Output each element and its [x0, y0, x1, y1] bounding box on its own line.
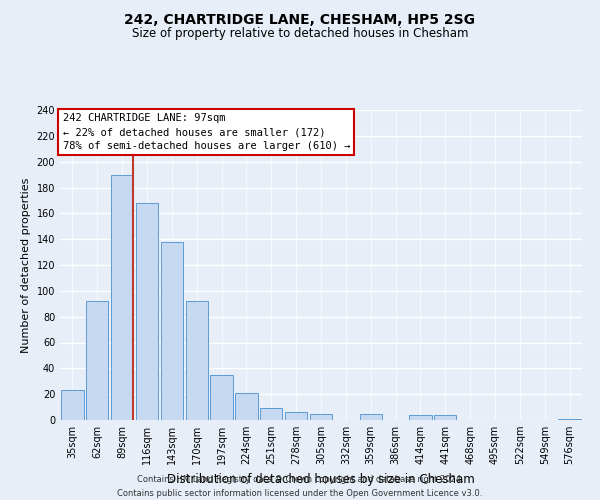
Bar	[409, 415, 431, 420]
Bar	[434, 415, 457, 420]
Bar	[559, 418, 581, 420]
Text: 242 CHARTRIDGE LANE: 97sqm
← 22% of detached houses are smaller (172)
78% of sem: 242 CHARTRIDGE LANE: 97sqm ← 22% of deta…	[62, 113, 350, 151]
Bar	[61, 390, 83, 420]
X-axis label: Distribution of detached houses by size in Chesham: Distribution of detached houses by size …	[167, 472, 475, 486]
Bar	[136, 203, 158, 420]
Y-axis label: Number of detached properties: Number of detached properties	[21, 178, 31, 352]
Bar	[111, 174, 133, 420]
Bar	[211, 375, 233, 420]
Bar	[310, 414, 332, 420]
Bar	[260, 408, 283, 420]
Bar	[235, 393, 257, 420]
Text: Contains HM Land Registry data © Crown copyright and database right 2024.
Contai: Contains HM Land Registry data © Crown c…	[118, 476, 482, 498]
Bar	[86, 301, 109, 420]
Bar	[285, 412, 307, 420]
Text: 242, CHARTRIDGE LANE, CHESHAM, HP5 2SG: 242, CHARTRIDGE LANE, CHESHAM, HP5 2SG	[125, 12, 476, 26]
Bar	[359, 414, 382, 420]
Text: Size of property relative to detached houses in Chesham: Size of property relative to detached ho…	[132, 28, 468, 40]
Bar	[185, 301, 208, 420]
Bar	[161, 242, 183, 420]
